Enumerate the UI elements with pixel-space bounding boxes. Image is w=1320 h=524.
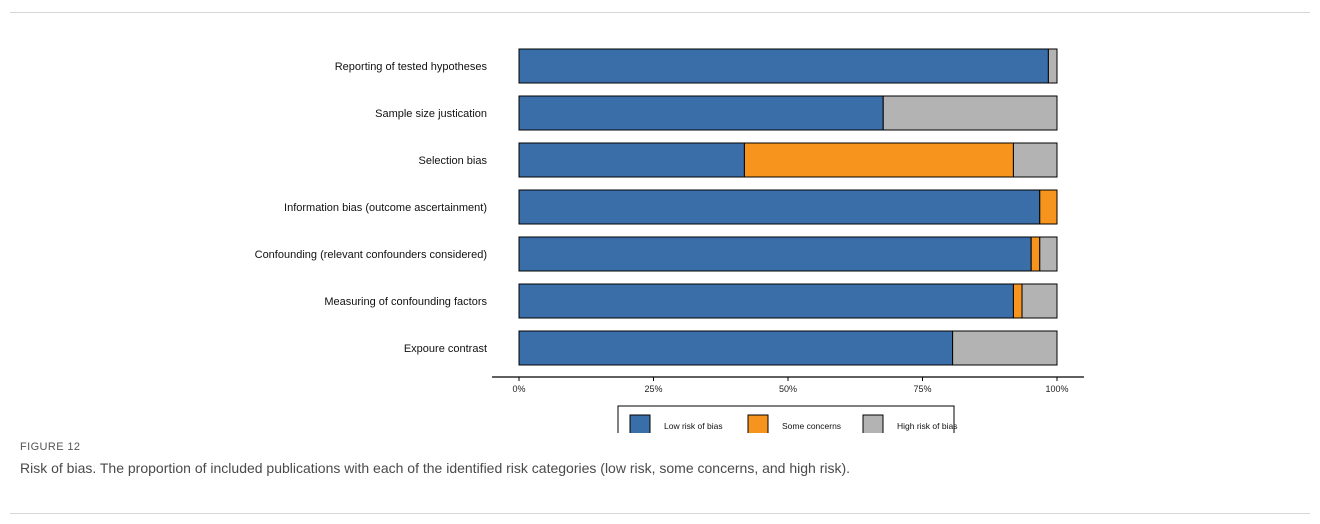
bar-selection-bias-some-concerns [743,142,1014,178]
bar-measuring-of-confounding-factors-high-risk-of-bias [1021,283,1058,319]
y-label-reporting-of-tested-hypotheses: Reporting of tested hypotheses [335,61,488,73]
legend-box [617,405,955,433]
bar-sample-size-justication-high-risk-of-bias [882,95,1058,131]
bar-sample-size-justication-low-risk-of-bias [518,95,884,131]
bar-selection-bias-high-risk-of-bias [1012,142,1058,178]
y-label-sample-size-justication: Sample size justication [375,108,487,120]
bar-measuring-of-confounding-factors-some-concerns [1012,283,1023,319]
x-tick-label-100: 100% [1045,384,1068,394]
legend-label-high-risk-of-bias: High risk of bias [897,421,957,431]
bar-reporting-of-tested-hypotheses-high-risk-of-bias [1047,48,1058,84]
legend-label-some-concerns: Some concerns [782,421,841,431]
figure-panel: Reporting of tested hypotheses Sample siz… [10,12,1310,514]
y-label-confounding-relevant-confounders-considered: Confounding (relevant confounders consid… [255,249,487,261]
bar-confounding-relevant-confounders-considered-some-concerns [1030,236,1041,272]
risk-of-bias-chart: Reporting of tested hypotheses Sample siz… [255,48,1084,433]
x-tick-label-25: 25% [644,384,662,394]
x-tick-label-0: 0% [512,384,525,394]
y-label-expoure-contrast: Expoure contrast [404,343,487,355]
bar-measuring-of-confounding-factors-low-risk-of-bias [518,283,1014,319]
y-axis-labels: Reporting of tested hypotheses Sample siz… [255,61,488,355]
legend-swatch-some-concerns [747,414,769,433]
bar-confounding-relevant-confounders-considered-low-risk-of-bias [518,236,1032,272]
x-tick-label-75: 75% [913,384,931,394]
x-axis: 0% 25% 50% 75% 100% [492,376,1084,394]
legend-swatch-high-risk-of-bias [862,414,884,433]
y-label-selection-bias: Selection bias [419,155,488,167]
legend-label-low-risk-of-bias: Low risk of bias [664,421,723,431]
x-tick-label-50: 50% [779,384,797,394]
figure-caption: Risk of bias. The proportion of included… [20,460,851,476]
legend: Low risk of bias Some concerns High risk o… [617,405,957,433]
bar-expoure-contrast-low-risk-of-bias [518,330,954,366]
bar-selection-bias-low-risk-of-bias [518,142,745,178]
bar-expoure-contrast-high-risk-of-bias [952,330,1058,366]
bar-confounding-relevant-confounders-considered-high-risk-of-bias [1039,236,1058,272]
y-label-measuring-of-confounding-factors: Measuring of confounding factors [324,296,487,308]
bars-layer [518,48,1058,366]
bar-information-bias-outcome-ascertainment-some-concerns [1039,189,1058,225]
bar-information-bias-outcome-ascertainment-low-risk-of-bias [518,189,1041,225]
figure-label: FIGURE 12 [20,441,81,453]
y-label-information-bias-outcome-ascertainment: Information bias (outcome ascertainment) [284,202,487,214]
legend-swatch-low-risk-of-bias [629,414,651,433]
bar-reporting-of-tested-hypotheses-low-risk-of-bias [518,48,1049,84]
